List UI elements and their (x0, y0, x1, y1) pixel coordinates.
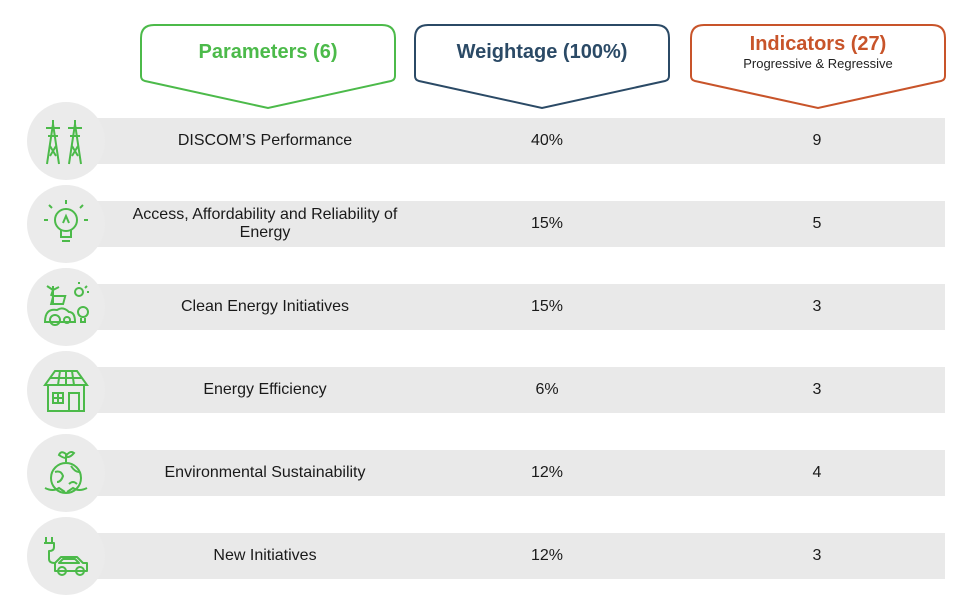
table-row: New Initiatives 12% 3 (60, 533, 945, 579)
indicators-callout-shape (690, 24, 946, 110)
indicator-count: 9 (812, 132, 822, 149)
parameter-weight: 40% (530, 132, 564, 149)
icon-circle (27, 268, 105, 346)
icon-circle (27, 434, 105, 512)
parameters-header: Parameters (6) (140, 24, 396, 112)
transmission-tower-icon (46, 120, 82, 165)
parameter-weight: 15% (530, 215, 564, 232)
parameter-name: Environmental Sustainability (164, 464, 366, 481)
solar-house-icon (43, 370, 89, 412)
electric-car-icon (44, 537, 88, 576)
indicators-header: Indicators (27) Progressive & Regressive (690, 24, 946, 112)
table-row: DISCOM’S Performance 40% 9 (60, 118, 945, 164)
parameter-name: Access, Affordability and Reliability of… (132, 206, 398, 241)
parameters-callout-shape (140, 24, 396, 110)
parameter-weight: 12% (530, 547, 564, 564)
parameter-name: Clean Energy Initiatives (180, 298, 350, 315)
indicator-count: 5 (812, 215, 822, 232)
icon-circle (27, 351, 105, 429)
parameters-title: Parameters (6) (198, 41, 338, 63)
parameter-weight: 12% (530, 464, 564, 481)
table-row: Environmental Sustainability 12% 4 (60, 450, 945, 496)
indicator-count: 4 (812, 464, 822, 481)
table-row: Energy Efficiency 6% 3 (60, 367, 945, 413)
parameter-weight: 6% (535, 381, 559, 398)
clean-energy-icon (43, 282, 89, 326)
parameter-name: New Initiatives (213, 547, 317, 564)
indicators-title: Indicators (27) (749, 33, 887, 55)
globe-hands-icon (44, 451, 88, 494)
table-row: Clean Energy Initiatives 15% 3 (60, 284, 945, 330)
icon-circle (27, 102, 105, 180)
lightbulb-icon (44, 200, 88, 242)
indicators-subtitle: Progressive & Regressive (743, 56, 893, 71)
icon-circle (27, 185, 105, 263)
weightage-title: Weightage (100%) (456, 41, 628, 63)
parameter-name: DISCOM’S Performance (177, 132, 353, 149)
weightage-callout-shape (414, 24, 670, 110)
icon-circle (27, 517, 105, 595)
weightage-header: Weightage (100%) (414, 24, 670, 112)
indicator-count: 3 (812, 547, 822, 564)
indicator-count: 3 (812, 298, 822, 315)
indicator-count: 3 (812, 381, 822, 398)
parameter-name: Energy Efficiency (203, 381, 327, 398)
parameter-weight: 15% (530, 298, 564, 315)
table-row: Access, Affordability and Reliability of… (60, 201, 945, 247)
